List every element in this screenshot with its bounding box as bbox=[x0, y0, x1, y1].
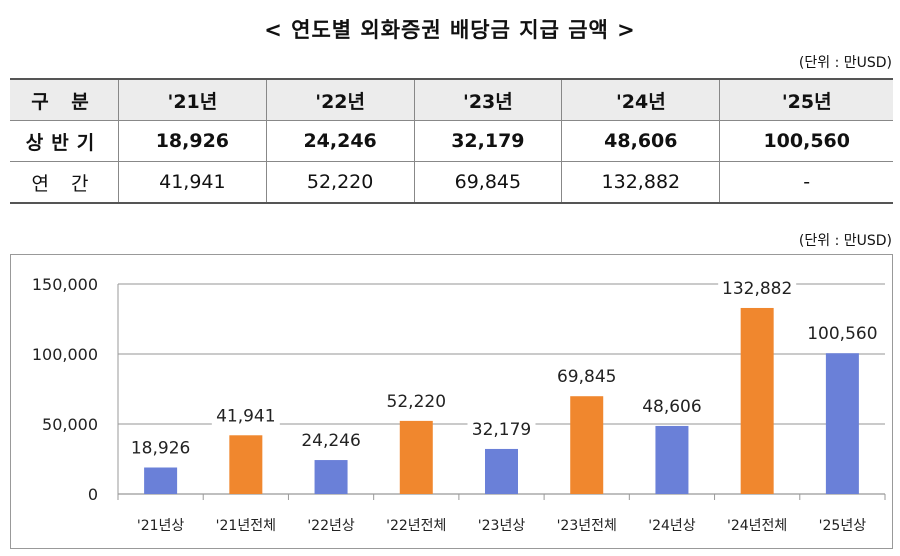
bar bbox=[740, 307, 774, 494]
x-tick-label: '23년전체 bbox=[557, 518, 617, 534]
bar bbox=[314, 460, 348, 494]
header-cell: '23년 bbox=[413, 79, 562, 121]
chart-unit-label: (단위 : 만USD) bbox=[798, 233, 892, 249]
data-label-bg bbox=[211, 405, 280, 428]
data-label: 41,941 bbox=[216, 406, 275, 426]
x-tick-label: '24년전체 bbox=[727, 518, 787, 534]
bar bbox=[229, 435, 263, 494]
bar bbox=[570, 396, 604, 494]
x-tick-label: '21년전체 bbox=[216, 518, 276, 534]
data-label: 52,220 bbox=[387, 392, 446, 412]
data-label: 18,926 bbox=[131, 439, 190, 459]
bar bbox=[144, 467, 178, 494]
table-cell: 132,882 bbox=[561, 161, 720, 204]
table-unit-label: (단위 : 만USD) bbox=[798, 55, 892, 71]
y-tick-label: 50,000 bbox=[42, 415, 98, 434]
data-label-bg bbox=[718, 277, 797, 300]
bar bbox=[825, 353, 859, 494]
data-label: 48,606 bbox=[642, 397, 701, 417]
data-label: 100,560 bbox=[807, 324, 877, 344]
table-cell: - bbox=[719, 161, 893, 204]
table-cell: 69,845 bbox=[413, 161, 562, 204]
header-cell: '24년 bbox=[561, 79, 720, 121]
x-tick-label: '24년상 bbox=[648, 518, 696, 534]
data-label-bg bbox=[637, 395, 706, 418]
header-cell: 구 분 bbox=[31, 90, 97, 113]
table-cell: 41,941 bbox=[118, 161, 267, 204]
data-label-bg bbox=[467, 418, 536, 441]
table-cell: 100,560 bbox=[719, 120, 893, 162]
data-label: 24,246 bbox=[301, 431, 360, 451]
table-cell: 32,179 bbox=[413, 120, 562, 162]
data-label: 69,845 bbox=[557, 367, 616, 387]
page-title: < 연도별 외화증권 배당금 지급 금액 > bbox=[264, 18, 636, 42]
data-label-bg bbox=[552, 366, 621, 389]
data-label-bg bbox=[803, 323, 882, 346]
y-tick-label: 100,000 bbox=[32, 345, 98, 364]
bar bbox=[399, 420, 433, 494]
header-cell: '22년 bbox=[265, 79, 414, 121]
data-label-bg bbox=[382, 390, 451, 413]
row-label: 연 간 bbox=[10, 161, 119, 204]
data-label: 32,179 bbox=[472, 420, 531, 440]
x-tick-label: '23년상 bbox=[478, 518, 526, 534]
table-cell: 52,220 bbox=[265, 161, 414, 204]
y-tick-label: 150,000 bbox=[32, 275, 98, 294]
x-tick-label: '21년상 bbox=[137, 518, 185, 534]
header-cell: '25년 bbox=[719, 79, 893, 121]
x-tick-label: '22년전체 bbox=[386, 518, 446, 534]
table-cell: 24,246 bbox=[265, 120, 414, 162]
dividend-table: 구 분 '21년 '22년 '23년 '24년 '25년 상반기 18,926 … bbox=[10, 78, 893, 204]
x-tick-label: '25년상 bbox=[819, 518, 867, 534]
chart-frame bbox=[10, 254, 893, 549]
data-label: 132,882 bbox=[722, 279, 792, 299]
bar bbox=[655, 425, 689, 494]
table-cell: 18,926 bbox=[118, 120, 267, 162]
table-cell: 48,606 bbox=[561, 120, 720, 162]
bar bbox=[485, 448, 518, 494]
x-tick-label: '22년상 bbox=[307, 518, 355, 534]
row-label: 상반기 bbox=[10, 120, 119, 162]
table-row: 상반기 18,926 24,246 32,179 48,606 100,560 bbox=[10, 120, 893, 162]
table-header-row: 구 분 '21년 '22년 '23년 '24년 '25년 bbox=[10, 79, 893, 121]
header-cell: '21년 bbox=[118, 79, 267, 121]
data-label-bg bbox=[297, 430, 366, 453]
data-label-bg bbox=[126, 437, 195, 460]
y-tick-label: 0 bbox=[88, 485, 98, 504]
table-row: 연 간 41,941 52,220 69,845 132,882 - bbox=[10, 161, 893, 204]
